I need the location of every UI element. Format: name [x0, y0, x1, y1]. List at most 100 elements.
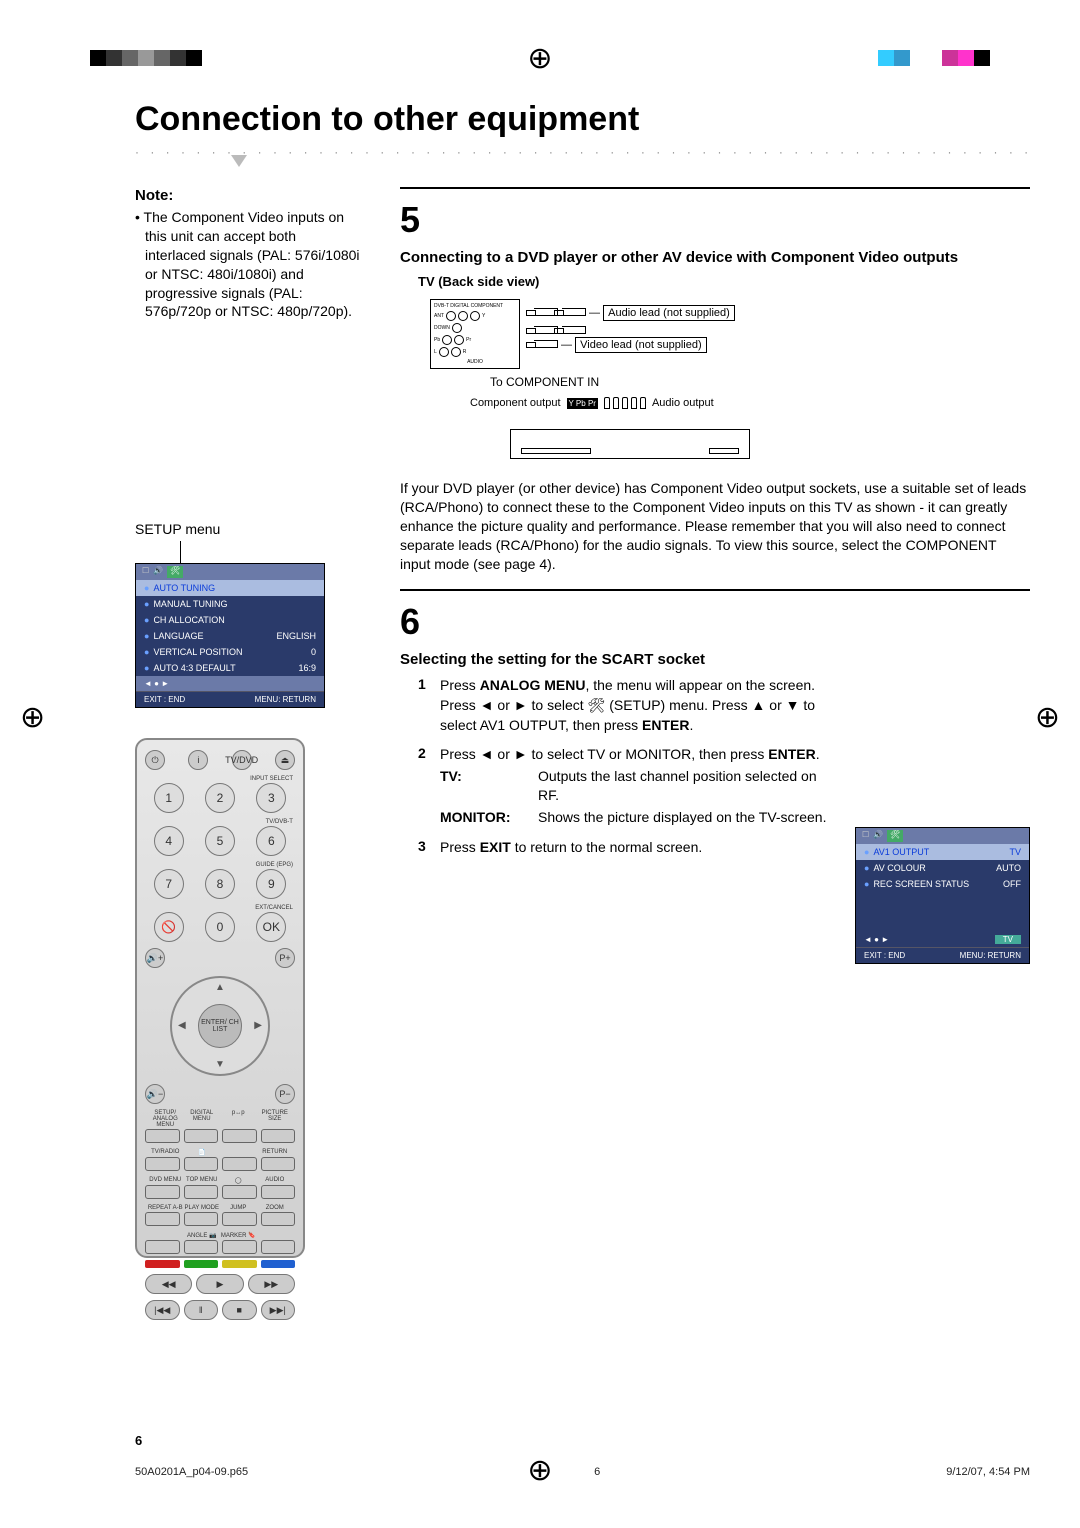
registration-mark-icon: ⊕ — [527, 41, 552, 76]
dotted-rule: · · · · · · · · · · · · · · · · · · · · … — [135, 145, 1030, 155]
osd-av1-menu: ☐🔊🛠 ●AV1 OUTPUTTV●AV COLOURAUTO●REC SCRE… — [855, 827, 1030, 964]
pointer-line — [180, 541, 181, 563]
remote-button[interactable] — [222, 1129, 257, 1143]
osd-setup-menu: ☐🔊🛠 ●AUTO TUNING●MANUAL TUNING●CH ALLOCA… — [135, 563, 325, 708]
osd-menu-item: ●MANUAL TUNING — [136, 596, 324, 612]
osd-menu-item: ●LANGUAGEENGLISH — [136, 628, 324, 644]
osd-menu-item: ●CH ALLOCATION — [136, 612, 324, 628]
tv-back-panel: DVB-T DIGITAL COMPONENT ANTY DOWN PbPr L… — [430, 299, 520, 369]
remote-button[interactable] — [222, 1240, 257, 1254]
remote-button[interactable]: 0 — [205, 912, 235, 942]
remote-color-button[interactable] — [261, 1260, 296, 1268]
remote-control: ⏻iTV/DVD⏏ INPUT SELECT 123TV/DVB-T456GUI… — [135, 738, 305, 1258]
transport-button[interactable]: |◀◀ — [145, 1300, 180, 1320]
remote-button[interactable] — [222, 1157, 257, 1171]
remote-button[interactable]: 5 — [205, 826, 235, 856]
section-heading: Connecting to a DVD player or other AV d… — [400, 249, 1030, 266]
section-number: 5 — [400, 187, 1030, 241]
audio-lead-label: Audio lead (not supplied) — [603, 305, 735, 321]
remote-button[interactable]: i — [188, 750, 208, 770]
page-title: Connection to other equipment — [135, 100, 1030, 139]
osd-return-label: MENU: RETURN — [255, 695, 316, 704]
down-arrow-icon[interactable]: ▼ — [215, 1059, 225, 1070]
osd-menu-item: ●AV1 OUTPUTTV — [856, 844, 1029, 860]
remote-button[interactable] — [261, 1157, 296, 1171]
osd-menu-item: ●AUTO 4:3 DEFAULT16:9 — [136, 660, 324, 676]
left-arrow-icon[interactable]: ◀ — [178, 1020, 186, 1031]
registration-mark-icon: ⊕ — [20, 700, 45, 735]
d-pad[interactable]: ENTER/ CH LIST ▲ ▼ ◀ ▶ — [170, 976, 270, 1076]
remote-button[interactable]: 6 — [256, 826, 286, 856]
remote-button[interactable]: 9 — [256, 869, 286, 899]
remote-color-button[interactable] — [184, 1260, 219, 1268]
note-heading: Note: — [135, 187, 360, 204]
page-number: 6 — [135, 1433, 142, 1448]
transport-button[interactable]: ▶▶ — [248, 1274, 295, 1294]
transport-button[interactable]: ◀◀ — [145, 1274, 192, 1294]
remote-button[interactable] — [261, 1212, 296, 1226]
vol-down-button[interactable]: 🔊− — [145, 1084, 165, 1104]
remote-button[interactable] — [145, 1129, 180, 1143]
remote-button[interactable]: ⏏ — [275, 750, 295, 770]
remote-button[interactable] — [261, 1129, 296, 1143]
remote-button[interactable] — [184, 1212, 219, 1226]
remote-button[interactable]: 7 — [154, 869, 184, 899]
component-output-label: Component output — [470, 397, 561, 409]
remote-button[interactable] — [222, 1185, 257, 1199]
remote-button[interactable]: 8 — [205, 869, 235, 899]
remote-button[interactable]: 4 — [154, 826, 184, 856]
remote-button[interactable] — [222, 1212, 257, 1226]
ch-up-button[interactable]: P+ — [275, 948, 295, 968]
remote-button[interactable] — [145, 1212, 180, 1226]
remote-button[interactable]: 2 — [205, 783, 235, 813]
section-paragraph: If your DVD player (or other device) has… — [400, 479, 1030, 573]
instruction-step: 1Press ANALOG MENU, the menu will appear… — [418, 676, 840, 735]
remote-button[interactable] — [184, 1129, 219, 1143]
osd-exit-label: EXIT : END — [144, 695, 185, 704]
osd-tabs: ☐🔊🛠 — [136, 564, 324, 580]
remote-button[interactable] — [184, 1240, 219, 1254]
remote-button[interactable]: ⏻ — [145, 750, 165, 770]
remote-button[interactable] — [145, 1185, 180, 1199]
vol-up-button[interactable]: 🔊+ — [145, 948, 165, 968]
remote-button[interactable]: OK — [256, 912, 286, 942]
remote-button[interactable]: 🚫 — [154, 912, 184, 942]
remote-button[interactable] — [145, 1240, 180, 1254]
remote-button[interactable]: 3 — [256, 783, 286, 813]
osd-menu-item: ●AV COLOURAUTO — [856, 860, 1029, 876]
right-arrow-icon[interactable]: ▶ — [254, 1020, 262, 1031]
remote-button[interactable] — [261, 1185, 296, 1199]
transport-button[interactable]: ‖ — [184, 1300, 219, 1320]
instruction-step: 2Press ◄ or ► to select TV or MONITOR, t… — [418, 745, 840, 827]
connection-diagram: DVB-T DIGITAL COMPONENT ANTY DOWN PbPr L… — [430, 299, 1030, 459]
instruction-step: 3Press EXIT to return to the normal scre… — [418, 838, 840, 858]
remote-color-button[interactable] — [222, 1260, 257, 1268]
section-number: 6 — [400, 589, 1030, 643]
marker-triangle-icon — [231, 155, 247, 167]
osd-tabs: ☐🔊🛠 — [856, 828, 1029, 844]
remote-button[interactable] — [145, 1157, 180, 1171]
osd-menu-item: ●VERTICAL POSITION0 — [136, 644, 324, 660]
transport-button[interactable]: ▶ — [196, 1274, 243, 1294]
remote-button[interactable] — [184, 1185, 219, 1199]
dvd-player-outline — [510, 429, 750, 459]
up-arrow-icon[interactable]: ▲ — [215, 982, 225, 993]
remote-button[interactable] — [184, 1157, 219, 1171]
remote-color-button[interactable] — [145, 1260, 180, 1268]
transport-button[interactable]: ▶▶| — [261, 1300, 296, 1320]
right-column: 5 Connecting to a DVD player or other AV… — [400, 187, 1030, 1258]
footer-meta: 50A0201A_p04-09.p65 6 9/12/07, 4:54 PM — [135, 1466, 1030, 1478]
footer-page: 6 — [594, 1466, 600, 1478]
transport-button[interactable]: ■ — [222, 1300, 257, 1320]
remote-button[interactable]: 1 — [154, 783, 184, 813]
ch-down-button[interactable]: P− — [275, 1084, 295, 1104]
remote-button[interactable]: TV/DVD — [232, 750, 252, 770]
footer-timestamp: 9/12/07, 4:54 PM — [946, 1466, 1030, 1478]
registration-mark-icon: ⊕ — [1035, 700, 1060, 735]
setup-menu-label: SETUP menu — [135, 521, 360, 537]
osd-nav-hint: ◄ ● ► — [136, 676, 324, 691]
footer-filename: 50A0201A_p04-09.p65 — [135, 1466, 248, 1478]
crop-marks-top: ⊕ — [0, 50, 1080, 66]
registration-mark-icon: ⊕ — [527, 1453, 552, 1488]
remote-button[interactable] — [261, 1240, 296, 1254]
